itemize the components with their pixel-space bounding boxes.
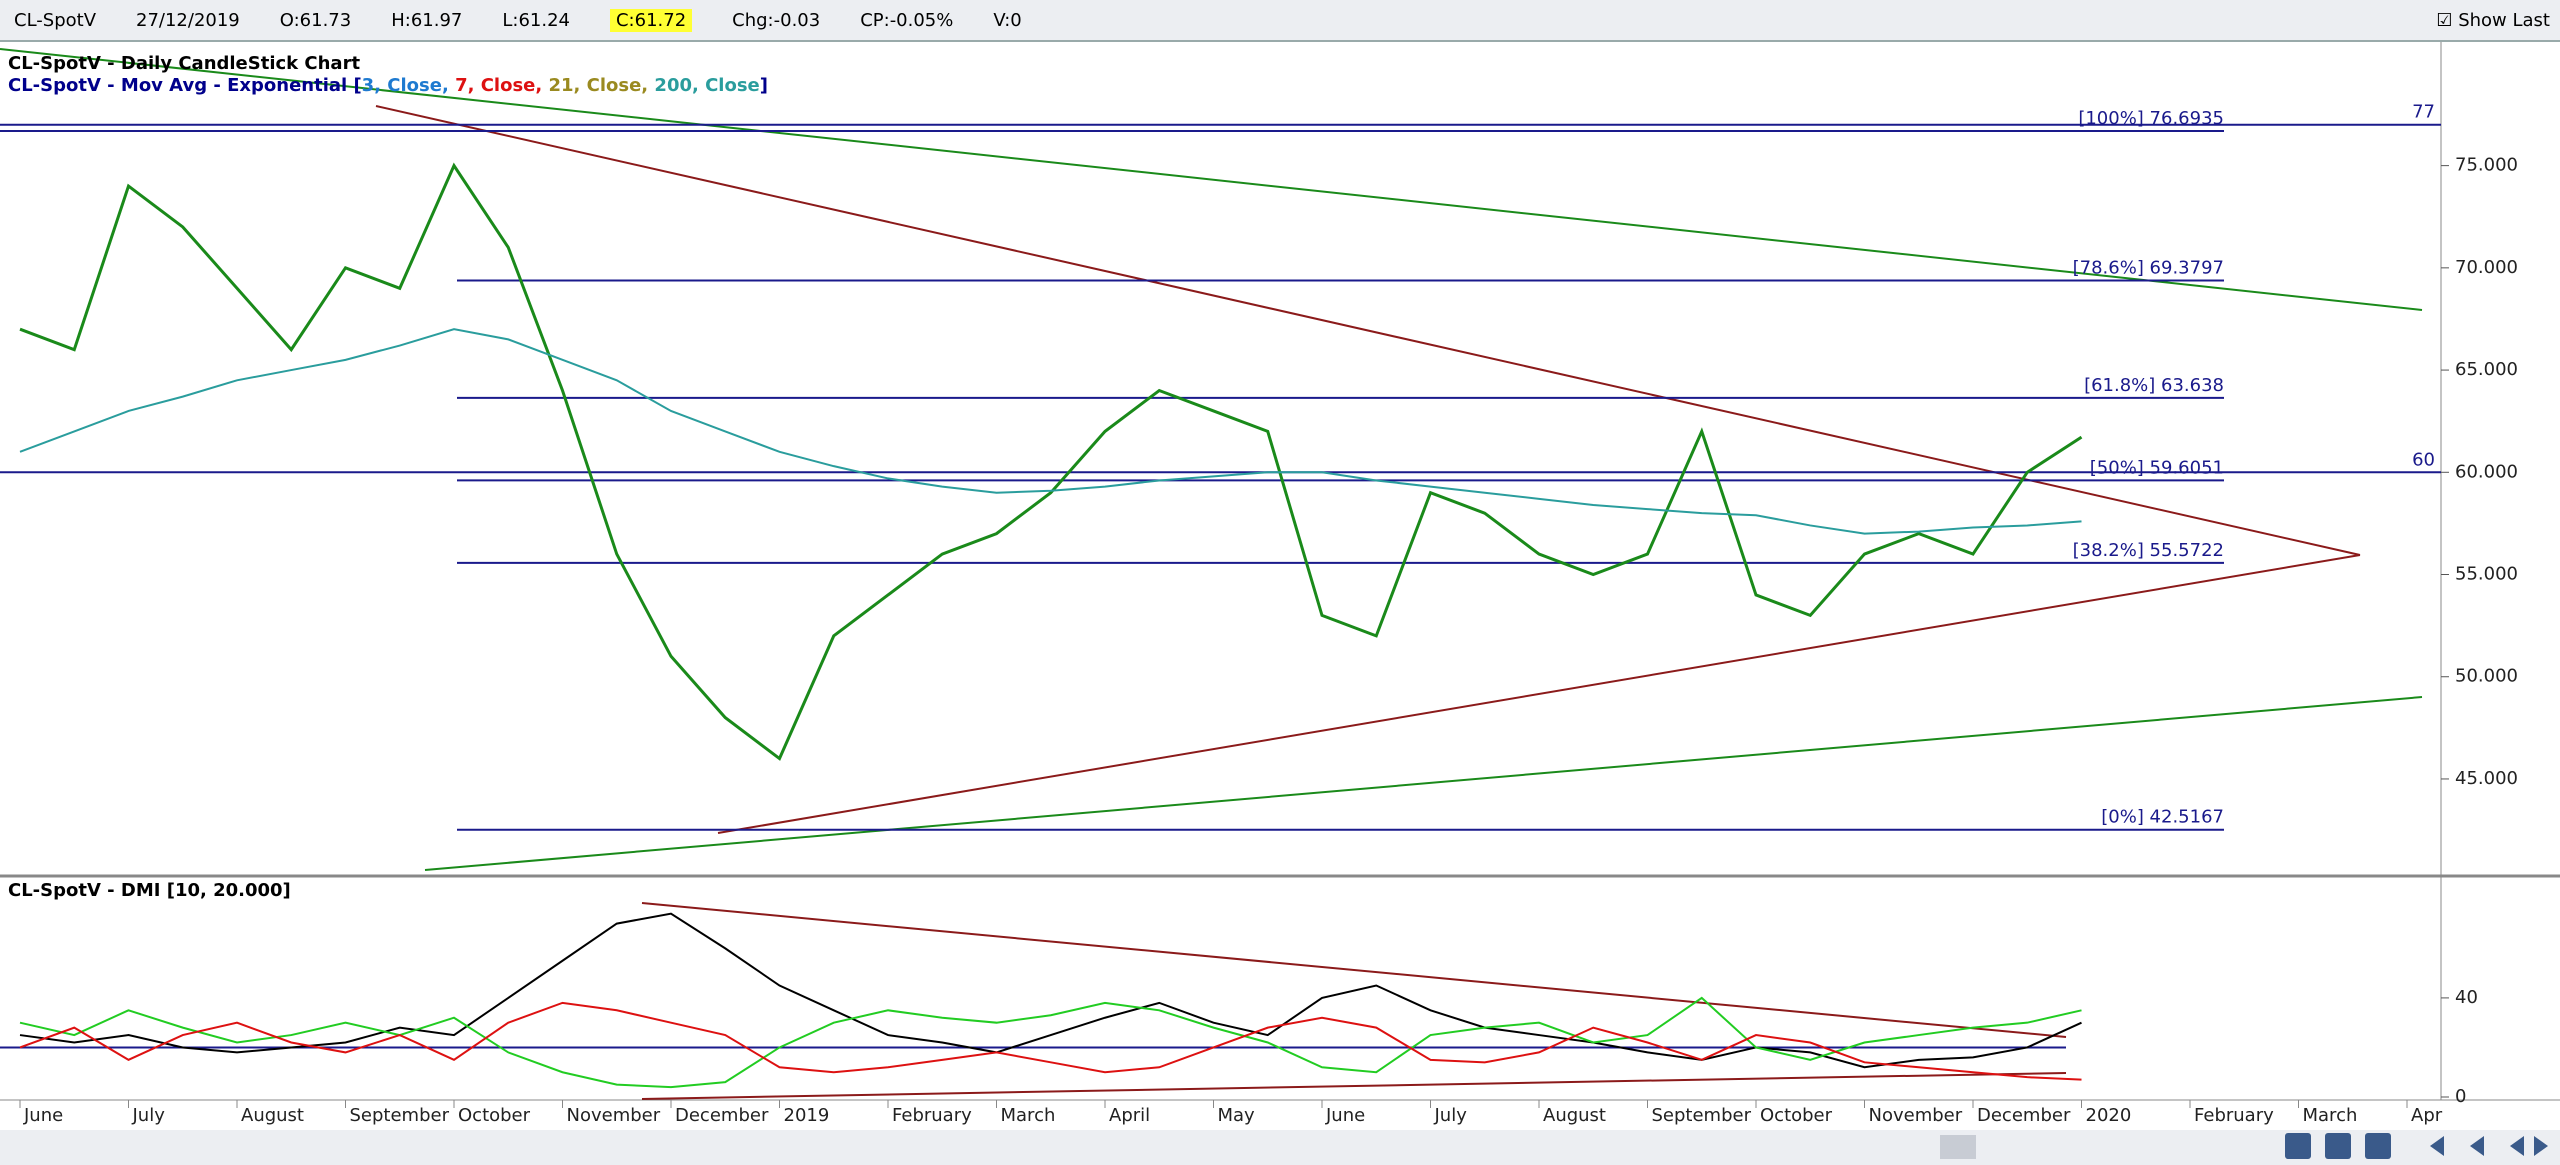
series-line <box>19 912 2082 1069</box>
x-tick-label: November <box>567 1105 661 1126</box>
x-tick-label: Apr <box>2411 1105 2443 1126</box>
symbol: CL-SpotV <box>14 9 97 31</box>
legend-part: 21, Close, <box>548 75 654 96</box>
series-line <box>19 1001 2082 1081</box>
show-last[interactable]: ☑ Show Last <box>2436 9 2550 31</box>
nav-buttons <box>2285 1133 2548 1159</box>
x-tick-label: February <box>2194 1105 2274 1126</box>
x-tick-label: October <box>1760 1105 1833 1126</box>
change: Chg:-0.03 <box>732 9 821 31</box>
volume: V:0 <box>993 9 1022 31</box>
nav-button[interactable] <box>2470 1136 2484 1156</box>
trend-line <box>0 48 2423 311</box>
bg <box>0 42 2560 1130</box>
y-tick-label: 40 <box>2455 987 2478 1008</box>
y-tick-label: 50.000 <box>2455 666 2518 687</box>
dmi-title: CL-SpotV - DMI [10, 20.000] <box>8 880 291 901</box>
series-line <box>19 328 2082 535</box>
fib-label: [38.2%] 55.5722 <box>2073 540 2224 561</box>
fib-label: [61.8%] 63.638 <box>2084 375 2224 396</box>
nav-button[interactable] <box>2510 1136 2524 1156</box>
nav-button[interactable] <box>2285 1133 2311 1159</box>
x-tick-label: February <box>892 1105 972 1126</box>
legend: CL-SpotV - Mov Avg - Exponential [3, Clo… <box>8 75 768 96</box>
fib-label: [0%] 42.5167 <box>2101 807 2224 828</box>
series-line <box>19 996 2082 1089</box>
low: L:61.24 <box>502 9 570 31</box>
show-last-label: Show Last <box>2458 9 2550 31</box>
date: 27/12/2019 <box>136 9 240 31</box>
y-tick-label: 65.000 <box>2455 359 2518 380</box>
x-tick-label: November <box>1869 1105 1963 1126</box>
chart-title: CL-SpotV - Daily CandleStick Chart <box>8 53 360 74</box>
x-tick-label: September <box>350 1105 450 1126</box>
nav-button[interactable] <box>2325 1133 2351 1159</box>
legend-entry: 200, Close <box>654 75 759 96</box>
legend-part: 3, Close, <box>362 75 455 96</box>
close: C:61.72 <box>609 8 693 32</box>
legend-part: ] <box>760 75 768 96</box>
y-tick-label: 75.000 <box>2455 155 2518 176</box>
nav-button[interactable] <box>2430 1136 2444 1156</box>
x-tick-label: December <box>1977 1105 2071 1126</box>
scroll-thumb[interactable] <box>1940 1135 1976 1159</box>
x-tick-label: March <box>2303 1105 2358 1126</box>
change-pct: CP:-0.05% <box>860 9 954 31</box>
nav-button[interactable] <box>2534 1136 2548 1156</box>
fib-label: [78.6%] 69.3797 <box>2073 258 2224 279</box>
header: CL-SpotV 27/12/2019 O:61.73 H:61.97 L:61… <box>0 0 2560 42</box>
series-line <box>19 162 2083 761</box>
legend-part: 7, Close, <box>455 75 548 96</box>
trend-line <box>641 902 2067 1038</box>
x-tick-label: December <box>675 1105 769 1126</box>
scrollbar[interactable] <box>0 1130 2560 1165</box>
x-tick-label: April <box>1109 1105 1150 1126</box>
x-tick-label: March <box>1001 1105 1056 1126</box>
trend-line <box>717 554 2361 834</box>
x-tick-label: June <box>23 1105 63 1126</box>
trend-line <box>424 696 2423 871</box>
fib-label: [50%] 59.6051 <box>2090 457 2224 478</box>
x-tick-label: September <box>1652 1105 1752 1126</box>
nav-button[interactable] <box>2365 1133 2391 1159</box>
y-tick-label: 60.000 <box>2455 461 2518 482</box>
y-tick-label: 55.000 <box>2455 564 2518 585</box>
x-tick-label: 2019 <box>784 1105 830 1126</box>
x-tick-label: July <box>1434 1105 1468 1126</box>
fib-label: [100%] 76.6935 <box>2078 108 2224 129</box>
level-label: 60 <box>2412 449 2435 470</box>
x-tick-label: June <box>1325 1105 1365 1126</box>
x-tick-label: 2020 <box>2086 1105 2132 1126</box>
trend-line <box>641 1072 2067 1100</box>
high: H:61.97 <box>391 9 463 31</box>
x-tick-label: October <box>458 1105 531 1126</box>
x-tick-label: August <box>1543 1105 1606 1126</box>
y-tick-label: 0 <box>2455 1086 2466 1107</box>
x-tick-label: May <box>1218 1105 1256 1126</box>
x-tick-label: August <box>241 1105 304 1126</box>
x-tick-label: July <box>132 1105 166 1126</box>
legend-part: CL-SpotV - Mov Avg - Exponential [ <box>8 75 362 96</box>
open: O:61.73 <box>279 9 352 31</box>
y-tick-label: 45.000 <box>2455 768 2518 789</box>
level-label: 77 <box>2412 102 2435 123</box>
y-tick-label: 70.000 <box>2455 257 2518 278</box>
